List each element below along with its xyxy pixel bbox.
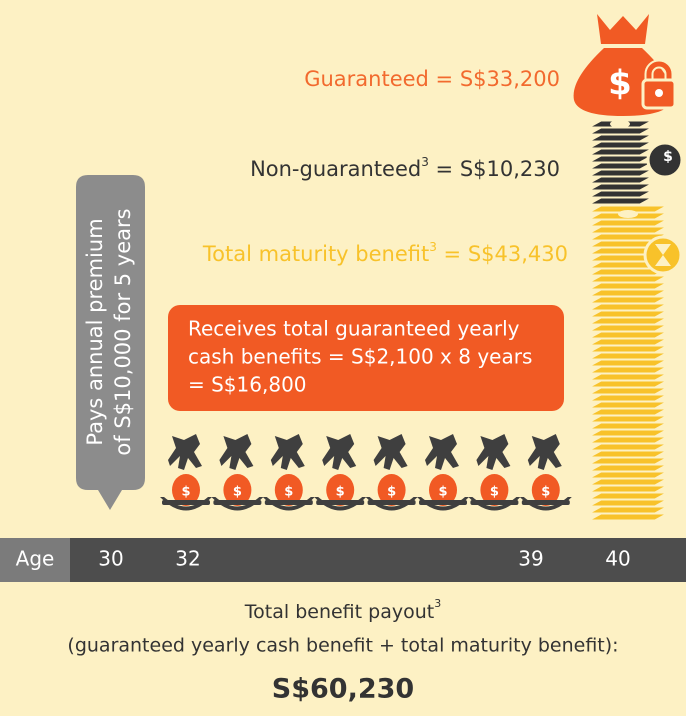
yellow-bill — [590, 416, 666, 422]
bowl-base — [162, 500, 210, 505]
footnote: 3 — [429, 240, 437, 254]
yellow-bill — [590, 493, 666, 499]
yellow-bill — [590, 388, 666, 394]
yellow-bill — [590, 465, 666, 471]
dark-bill — [590, 128, 651, 134]
coin-symbol: $ — [336, 485, 345, 500]
yellow-bill — [590, 325, 666, 331]
label: Total maturity benefit — [202, 242, 429, 266]
dark-bill — [590, 163, 651, 169]
age: 30 — [98, 547, 123, 571]
coin-symbol: $ — [233, 485, 242, 500]
coin-symbol: $ — [490, 485, 499, 500]
premium-line: Pays annual premium — [83, 218, 107, 445]
age: 40 — [605, 547, 630, 571]
yellow-bill — [590, 402, 666, 408]
bag-symbol: $ — [608, 64, 632, 104]
yellow-bill — [590, 479, 666, 485]
age: 39 — [518, 547, 543, 571]
yellow-bill — [590, 507, 666, 513]
bowl-base — [265, 500, 313, 505]
total-formula: (guaranteed yearly cash benefit + total … — [67, 635, 618, 657]
yellow-bill — [590, 318, 666, 324]
yellow-bill — [590, 283, 666, 289]
coin-symbol: $ — [387, 485, 396, 500]
yellow-bill — [590, 346, 666, 352]
label: Non-guaranteed — [250, 157, 421, 181]
footnote: 3 — [421, 155, 429, 169]
total-amount: S$60,230 — [272, 674, 414, 705]
age: 32 — [175, 547, 200, 571]
coin-symbol: $ — [541, 485, 550, 500]
yellow-bill — [590, 353, 666, 359]
cash-benefit-line: Receives total guaranteed yearly — [188, 317, 520, 341]
infographic: Guaranteed = S$33,200 Non-guaranteed3 = … — [0, 0, 686, 716]
guaranteed-label: Guaranteed = S$33,200 — [304, 67, 560, 91]
yellow-bill — [590, 458, 666, 464]
yellow-bill — [590, 381, 666, 387]
bowl-base — [316, 500, 364, 505]
yellow-bill — [590, 367, 666, 373]
yellow-bill — [590, 339, 666, 345]
yellow-bill — [590, 514, 666, 520]
yellow-bill — [590, 220, 666, 226]
bowl-base — [470, 500, 518, 505]
footnote: 3 — [434, 597, 441, 610]
dark-bill — [590, 191, 651, 197]
coin-symbol: $ — [181, 485, 190, 500]
yellow-bill — [590, 486, 666, 492]
icon-symbol: $ — [663, 149, 673, 165]
dark-bill — [590, 177, 651, 183]
yellow-bill — [590, 437, 666, 443]
yellow-bill — [590, 332, 666, 338]
yellow-bill — [590, 430, 666, 436]
maturity-label: Total maturity benefit3 = S$43,430 — [202, 240, 568, 267]
age-label: Age — [16, 547, 55, 571]
yellow-bill — [590, 409, 666, 415]
hourglass-icon — [645, 237, 681, 273]
cash-benefit-line: = S$16,800 — [188, 373, 307, 397]
yellow-bill — [590, 227, 666, 233]
amount: = S$10,230 — [429, 157, 560, 181]
coin-symbol: $ — [284, 485, 293, 500]
bill-seal — [618, 210, 638, 218]
dark-bill — [590, 184, 651, 190]
yellow-bill — [590, 304, 666, 310]
bowl-base — [419, 500, 467, 505]
dark-bill — [590, 156, 651, 162]
total-label: Total benefit payout3 — [244, 597, 441, 623]
yellow-bill — [590, 290, 666, 296]
bill-seal — [610, 120, 630, 128]
bowl-base — [522, 500, 570, 505]
yellow-bill — [590, 500, 666, 506]
premium-line: of S$10,000 for 5 years — [111, 208, 135, 455]
yellow-bill — [590, 276, 666, 282]
dark-bill — [590, 149, 651, 155]
keyhole — [655, 89, 663, 97]
coin-symbol: $ — [438, 485, 447, 500]
yellow-bill — [590, 451, 666, 457]
dark-bill — [590, 135, 651, 141]
yellow-bill — [590, 444, 666, 450]
yellow-bill — [590, 374, 666, 380]
amount: = S$43,430 — [437, 242, 568, 266]
label: Total benefit payout — [244, 601, 434, 623]
dark-bill — [590, 198, 651, 204]
cash-benefit-line: cash benefits = S$2,100 x 8 years — [188, 345, 532, 369]
bowl-base — [213, 500, 261, 505]
yellow-bill — [590, 360, 666, 366]
yellow-bill — [590, 311, 666, 317]
dark-bill — [590, 142, 651, 148]
yellow-bill — [590, 472, 666, 478]
non-guaranteed-label: Non-guaranteed3 = S$10,230 — [250, 155, 560, 182]
yellow-bill — [590, 297, 666, 303]
yellow-bill — [590, 423, 666, 429]
yellow-bill — [590, 395, 666, 401]
bowl-base — [368, 500, 416, 505]
dark-bill — [590, 170, 651, 176]
